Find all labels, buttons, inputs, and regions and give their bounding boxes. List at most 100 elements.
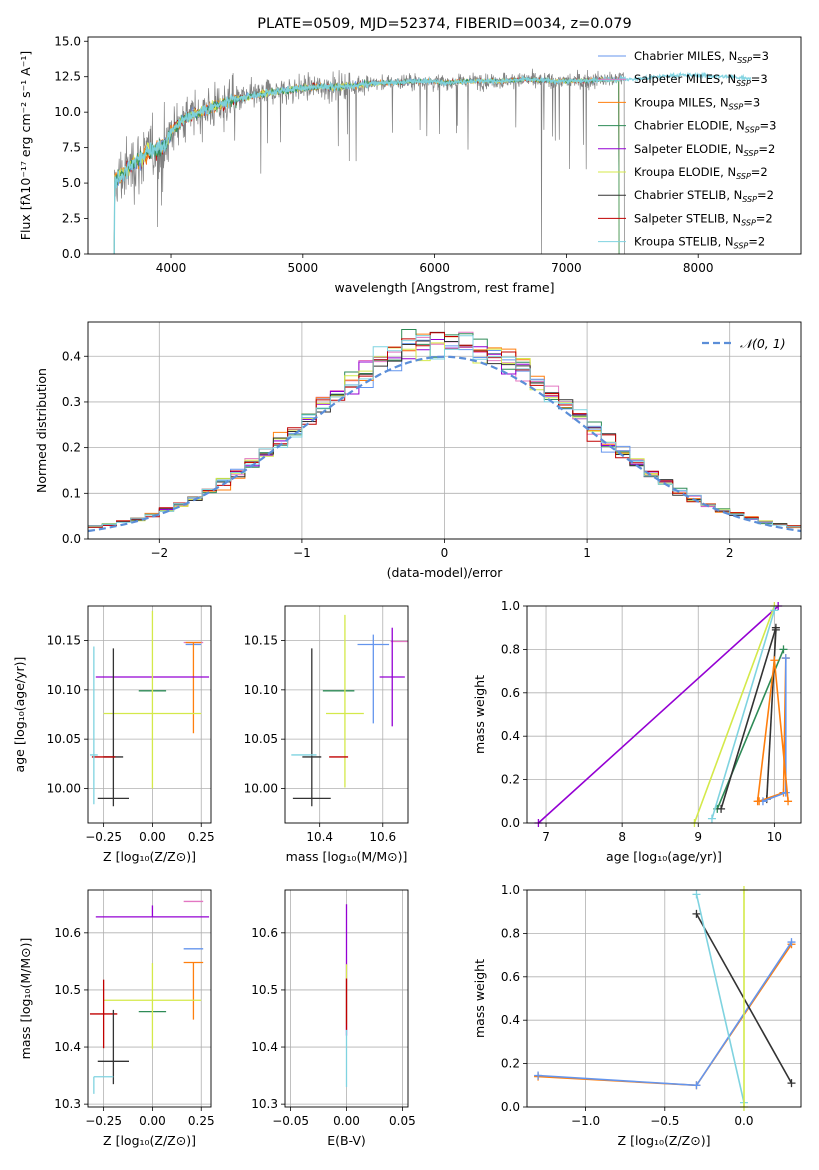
y-tick-label: 0.0 bbox=[62, 532, 81, 546]
y-tick-label: 0.2 bbox=[501, 1057, 520, 1071]
y-tick-label: 0.2 bbox=[501, 773, 520, 787]
series-marker bbox=[781, 654, 790, 663]
x-tick-label: 7 bbox=[542, 830, 550, 844]
data-point bbox=[89, 979, 118, 1049]
series-marker bbox=[692, 1081, 701, 1090]
x-tick-label: −1 bbox=[293, 546, 311, 560]
y-tick-label: 15.0 bbox=[54, 34, 81, 48]
legend-entry: Kroupa ELODIE, NSSP=2 bbox=[634, 165, 768, 181]
data-point bbox=[357, 634, 390, 724]
x-axis-label: (data-model)/error bbox=[387, 565, 504, 580]
x-tick-label: 0.05 bbox=[389, 1114, 416, 1128]
axes-spectrum: 4000 5000 6000 7000 8000 0.0 2.5 5.0 7.5 10.0 12.5… bbox=[18, 16, 802, 295]
data-point bbox=[97, 1009, 129, 1085]
x-tick-label: −0.05 bbox=[272, 1114, 309, 1128]
x-tick-label: −1.0 bbox=[571, 1114, 600, 1128]
y-axis-label: Normed distribution bbox=[34, 368, 49, 493]
y-tick-label: 10.05 bbox=[47, 732, 81, 746]
series-chabrier-miles bbox=[534, 938, 796, 1090]
series-kroupa-elodie bbox=[739, 886, 748, 1111]
y-tick-label: 0.6 bbox=[501, 970, 520, 984]
y-tick-label: 10.15 bbox=[244, 634, 278, 648]
data-point bbox=[379, 627, 405, 727]
model-spectrum-chabrier-miles bbox=[113, 76, 620, 254]
series-marker bbox=[692, 909, 701, 918]
legend: 𝒩(0, 1) bbox=[702, 336, 786, 351]
axes-frame bbox=[284, 889, 409, 1108]
y-tick-label: 10.00 bbox=[244, 781, 278, 795]
axes-massweight-vs-z: −1.0 −0.5 0.0 0.0 0.2 0.4 0.6 0.8 1.0 Z [log₁₀(Z/… bbox=[472, 883, 802, 1148]
x-tick-label: −0.25 bbox=[85, 830, 122, 844]
legend-entry: Kroupa MILES, NSSP=3 bbox=[634, 95, 760, 111]
x-tick-label: 8000 bbox=[683, 261, 714, 275]
y-tick-label: 0.8 bbox=[501, 926, 520, 940]
y-tick-label: 7.5 bbox=[62, 141, 81, 155]
y-tick-label: 0.4 bbox=[501, 729, 520, 743]
x-tick-label: 0.00 bbox=[139, 1114, 166, 1128]
series-line bbox=[711, 610, 776, 819]
x-tick-label: 10.6 bbox=[369, 830, 396, 844]
x-axis-label: E(B-V) bbox=[327, 1133, 366, 1148]
series-marker bbox=[770, 656, 779, 665]
axes-frame bbox=[87, 605, 212, 824]
axes-massweight-vs-age: 7 8 9 10 0.0 0.2 0.4 0.6 0.8 1.0 age [log₁₀(age/yr… bbox=[472, 599, 802, 864]
x-axis-label: wavelength [Angstrom, rest frame] bbox=[334, 280, 554, 295]
x-tick-label: 9 bbox=[694, 830, 702, 844]
series-line bbox=[720, 627, 777, 810]
axes-frame bbox=[87, 321, 802, 540]
legend: Chabrier MILES, NSSP=3 Salpeter MILES, NS… bbox=[598, 49, 776, 251]
y-axis-label: mass weight bbox=[472, 675, 487, 754]
y-tick-label: 12.5 bbox=[54, 70, 81, 84]
y-tick-label: 10.5 bbox=[251, 983, 278, 997]
x-tick-label: −0.25 bbox=[85, 1114, 122, 1128]
model-spectrum-kroupa-elodie bbox=[113, 76, 620, 254]
legend-entry: Salpeter STELIB, NSSP=2 bbox=[634, 211, 773, 227]
x-tick-label: 0 bbox=[441, 546, 449, 560]
y-tick-label: 5.0 bbox=[62, 176, 81, 190]
histogram-kroupa-stelib bbox=[88, 335, 801, 539]
x-axis-label: Z [log₁₀(Z/Z⊙)] bbox=[103, 1133, 196, 1148]
y-tick-label: 0.4 bbox=[62, 349, 81, 363]
x-tick-label: 4000 bbox=[156, 261, 187, 275]
data-point bbox=[103, 963, 202, 1049]
y-tick-label: 0.2 bbox=[62, 441, 81, 455]
series-marker bbox=[787, 938, 796, 947]
x-tick-label: 0.00 bbox=[139, 830, 166, 844]
x-tick-label: 10.4 bbox=[306, 830, 333, 844]
plot-area-spectrum bbox=[113, 68, 752, 254]
y-tick-label: 0.6 bbox=[501, 686, 520, 700]
x-axis-label: Z [log₁₀(Z/Z⊙)] bbox=[103, 849, 196, 864]
legend-entry: Chabrier ELODIE, NSSP=3 bbox=[634, 119, 776, 135]
model-spectrum-chabrier-elodie bbox=[113, 76, 620, 254]
plot-area-mass-vs-z bbox=[89, 900, 210, 1094]
y-axis-label: mass weight bbox=[472, 959, 487, 1038]
series-marker bbox=[753, 797, 762, 806]
y-tick-label: 1.0 bbox=[501, 883, 520, 897]
legend-entry: Kroupa STELIB, NSSP=2 bbox=[634, 235, 765, 251]
axes-frame bbox=[284, 605, 409, 824]
axes-mass-vs-z: −0.25 0.00 0.25 10.3 10.4 10.5 10.6 Z [log₁₀(Z/… bbox=[18, 889, 215, 1148]
y-tick-label: 1.0 bbox=[501, 599, 520, 613]
x-tick-label: 0.00 bbox=[333, 1114, 360, 1128]
x-tick-label: −2 bbox=[150, 546, 168, 560]
axes-frame bbox=[87, 36, 802, 255]
plot-area-residuals bbox=[88, 329, 801, 539]
x-tick-label: 8 bbox=[618, 830, 626, 844]
axes-frame bbox=[526, 605, 802, 824]
x-axis-label: mass [log₁₀(M/M⊙)] bbox=[286, 849, 408, 864]
legend-entry: Salpeter MILES, NSSP=3 bbox=[634, 72, 768, 88]
axes-frame bbox=[526, 889, 802, 1108]
series-marker bbox=[784, 797, 793, 806]
series-marker bbox=[779, 645, 788, 654]
x-tick-label: 6000 bbox=[419, 261, 450, 275]
y-tick-label: 10.6 bbox=[54, 926, 81, 940]
x-tick-label: 1 bbox=[583, 546, 591, 560]
x-tick-label: 5000 bbox=[288, 261, 319, 275]
x-tick-label: −0.5 bbox=[650, 1114, 679, 1128]
x-tick-label: 0.25 bbox=[188, 830, 215, 844]
x-tick-label: 0.0 bbox=[734, 1114, 753, 1128]
y-tick-label: 0.4 bbox=[501, 1013, 520, 1027]
y-tick-label: 10.4 bbox=[54, 1040, 81, 1054]
plot-area-age-vs-mass bbox=[291, 614, 408, 807]
series-marker bbox=[534, 1071, 543, 1080]
